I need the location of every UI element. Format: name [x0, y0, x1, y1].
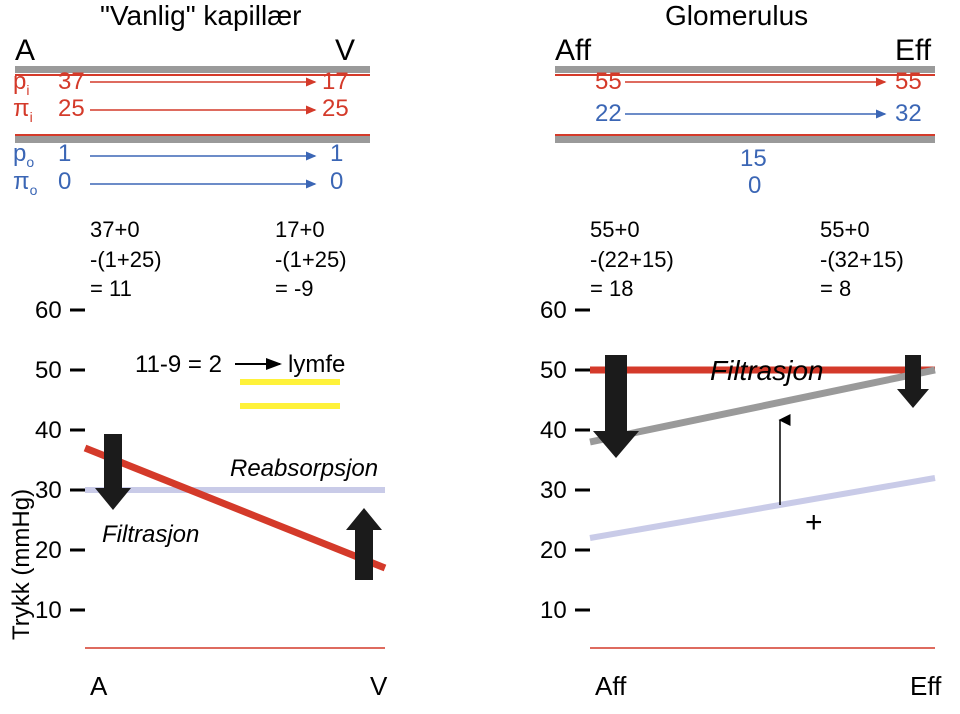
left-xo-V: 0 — [330, 168, 343, 196]
right-row-arrows — [570, 66, 940, 146]
right-row2-Aff: 22 — [595, 100, 622, 128]
left-filtrasjon-label: Filtrasjon — [102, 521, 199, 548]
svg-text:60: 60 — [35, 300, 62, 324]
svg-text:60: 60 — [540, 300, 567, 324]
left-reabsorpsjon-label: Reabsorpsjon — [230, 455, 378, 482]
left-calc-A: 37+0 -(1+25) = 11 — [90, 215, 162, 304]
left-note-left: 11-9 = 2 — [135, 351, 222, 378]
right-xlabel-Eff: Eff — [910, 671, 942, 700]
right-center-0: 0 — [748, 172, 761, 200]
right-calc-Eff: 55+0 -(32+15) = 8 — [820, 215, 904, 304]
svg-text:40: 40 — [35, 417, 62, 444]
right-xlabel-Aff: Aff — [595, 671, 627, 700]
svg-text:20: 20 — [540, 537, 567, 564]
left-row-po: po — [13, 140, 34, 170]
left-pi-V: 17 — [322, 68, 349, 96]
left-chart: 10 20 30 40 50 60 11-9 = 2 lymfe Filtrasjon R… — [30, 300, 400, 700]
svg-text:10: 10 — [540, 597, 567, 624]
left-xlabel-V: V — [370, 671, 388, 700]
left-xo-A: 0 — [58, 168, 71, 196]
right-row2-Eff: 32 — [895, 100, 922, 128]
svg-text:30: 30 — [35, 477, 62, 504]
left-xi-A: 25 — [58, 95, 85, 123]
svg-text:40: 40 — [540, 417, 567, 444]
right-arrow-eff — [897, 355, 929, 408]
right-row1-Aff: 55 — [595, 68, 622, 96]
left-filtration-arrow — [95, 434, 131, 510]
svg-text:50: 50 — [540, 357, 567, 384]
left-calc-V: 17+0 -(1+25) = -9 — [275, 215, 347, 304]
right-calc-Aff: 55+0 -(22+15) = 18 — [590, 215, 674, 304]
right-chart: 10 20 30 40 50 60 Filtrasjon + Aff Eff — [535, 300, 955, 700]
right-row1-Eff: 55 — [895, 68, 922, 96]
right-filtrasjon-label: Filtrasjon — [710, 355, 824, 386]
left-pi-A: 37 — [58, 68, 85, 96]
right-center-15: 15 — [740, 145, 767, 173]
svg-text:50: 50 — [35, 357, 62, 384]
left-row-xo: πo — [13, 168, 37, 198]
left-row-xi: πi — [13, 95, 33, 125]
right-title: Glomerulus — [665, 0, 808, 32]
svg-text:30: 30 — [540, 477, 567, 504]
left-row-pi: pi — [13, 68, 29, 98]
left-xlabel-A: A — [90, 671, 108, 700]
left-xi-V: 25 — [322, 95, 349, 123]
left-po-V: 1 — [330, 140, 343, 168]
svg-text:10: 10 — [35, 597, 62, 624]
left-reabsorption-arrow — [346, 508, 382, 580]
left-note-right: lymfe — [288, 351, 345, 378]
right-plus: + — [805, 506, 823, 539]
left-title: "Vanlig" kapillær — [100, 0, 301, 32]
left-po-A: 1 — [58, 140, 71, 168]
svg-text:20: 20 — [35, 537, 62, 564]
